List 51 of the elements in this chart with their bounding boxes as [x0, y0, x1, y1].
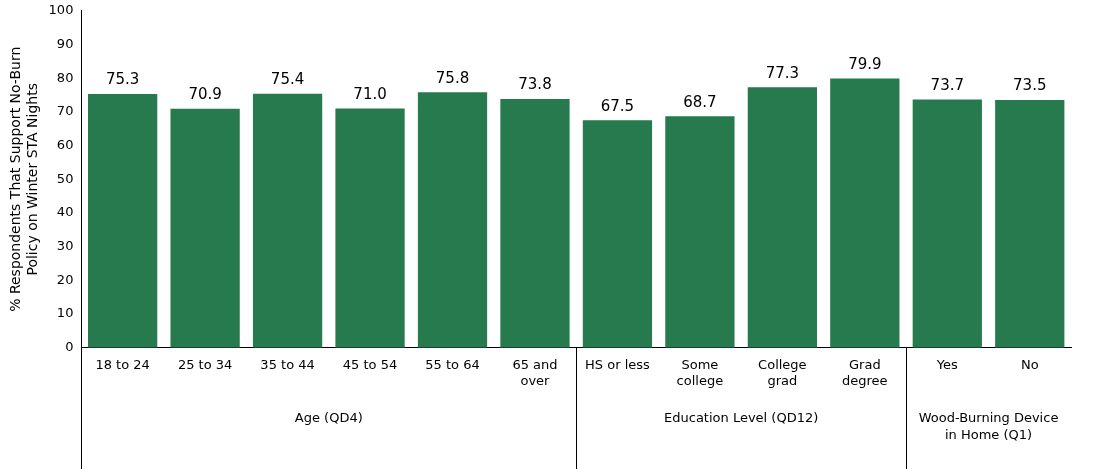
x-tick-label: 25 to 34	[177, 356, 233, 372]
bar	[665, 116, 735, 348]
data-label: 75.4	[270, 70, 305, 89]
data-label: 79.9	[848, 54, 882, 73]
y-tick-label: 0	[65, 339, 74, 355]
bar	[88, 94, 158, 348]
y-tick-label: 50	[56, 170, 74, 186]
bar	[252, 93, 323, 348]
x-tick-label: 35 to 44	[260, 356, 315, 372]
data-label: 70.9	[188, 85, 222, 104]
data-label: 75.3	[105, 70, 140, 89]
x-tick-label: 55 to 64	[425, 356, 480, 372]
data-label: 77.3	[765, 63, 800, 82]
x-tick-label: Yes	[935, 356, 959, 372]
data-label: 67.5	[600, 96, 635, 115]
x-tick-label: Some college	[676, 356, 724, 388]
y-tick-label: 80	[56, 69, 74, 85]
bar	[170, 108, 240, 348]
bar	[582, 120, 653, 348]
bar	[747, 87, 818, 348]
bar	[995, 100, 1065, 348]
data-label: 73.7	[930, 75, 964, 94]
y-tick-label: 30	[56, 238, 74, 254]
y-tick-label: 60	[56, 136, 74, 152]
data-label: 68.7	[683, 92, 717, 111]
text: Age (QD4)	[294, 409, 363, 425]
x-tick-label: College grad	[758, 356, 807, 388]
text: Education Level (QD12)	[664, 409, 819, 425]
bar	[830, 78, 900, 348]
data-label: 73.8	[518, 75, 552, 94]
bar	[500, 99, 570, 348]
data-label: 73.5	[1013, 76, 1047, 95]
data-label: 71.0	[353, 84, 387, 103]
x-tick-label: 65 and over	[512, 356, 558, 388]
bar	[335, 108, 405, 348]
y-tick-label: 100	[48, 2, 74, 18]
bar	[417, 92, 488, 348]
y-tick-label: 10	[56, 305, 74, 321]
text: Wood-Burning Device in Home (Q1)	[918, 409, 1059, 442]
y-tick-label: 90	[56, 35, 74, 51]
y-tick-label: 20	[56, 271, 74, 287]
bar	[912, 99, 982, 348]
x-tick-label: No	[1020, 356, 1039, 372]
y-tick-label: 40	[56, 204, 74, 220]
x-tick-label: HS or less	[585, 356, 651, 372]
data-label: 75.8	[435, 68, 470, 87]
x-tick-label: 45 to 54	[342, 356, 398, 372]
y-axis-title: % Respondents That Support No-Burn Policy on Winter STA Nights	[7, 46, 40, 312]
x-tick-label: Grad degree	[842, 356, 888, 388]
x-tick-label: 18 to 24	[95, 356, 150, 372]
y-tick-label: 70	[56, 103, 74, 119]
